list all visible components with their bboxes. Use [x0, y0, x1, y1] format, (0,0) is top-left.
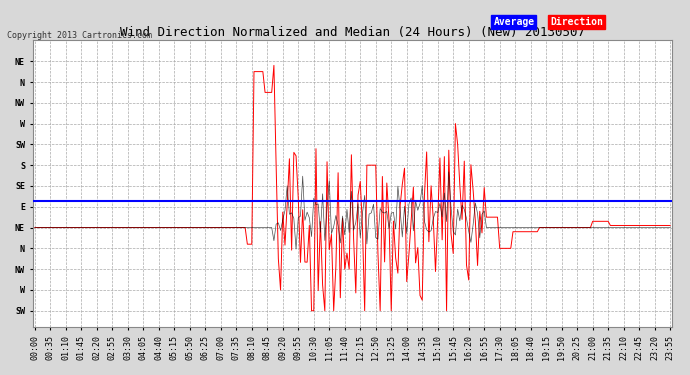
Title: Wind Direction Normalized and Median (24 Hours) (New) 20130507: Wind Direction Normalized and Median (24… [120, 26, 585, 39]
Text: Copyright 2013 Cartronics.com: Copyright 2013 Cartronics.com [7, 30, 152, 39]
Text: Direction: Direction [550, 17, 603, 27]
Text: Average: Average [493, 17, 535, 27]
